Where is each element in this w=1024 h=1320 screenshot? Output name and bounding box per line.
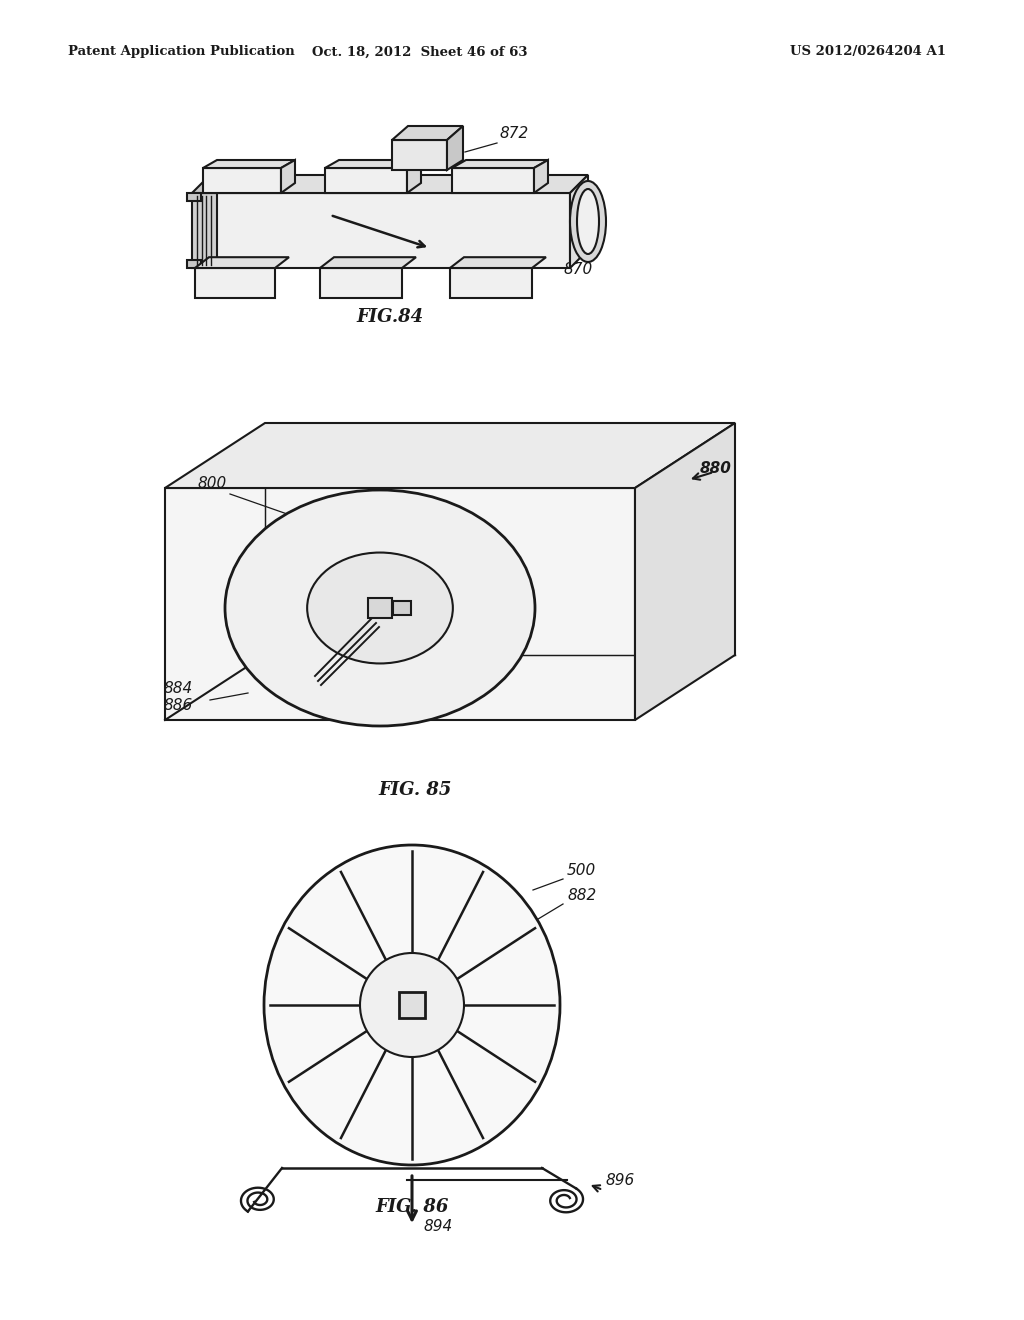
Text: 872: 872: [500, 125, 529, 141]
Polygon shape: [165, 488, 635, 719]
Polygon shape: [452, 168, 534, 193]
Polygon shape: [195, 257, 289, 268]
Polygon shape: [452, 160, 548, 168]
Polygon shape: [447, 125, 463, 170]
Bar: [393, 601, 411, 615]
Polygon shape: [534, 160, 548, 193]
Polygon shape: [193, 181, 229, 193]
Bar: [399, 993, 425, 1018]
Polygon shape: [195, 193, 570, 268]
Polygon shape: [165, 422, 735, 488]
Ellipse shape: [225, 490, 535, 726]
Polygon shape: [570, 176, 588, 268]
Text: 882: 882: [567, 888, 596, 903]
Circle shape: [360, 953, 464, 1057]
Polygon shape: [203, 160, 295, 168]
Polygon shape: [325, 168, 407, 193]
Polygon shape: [407, 160, 421, 193]
Text: Patent Application Publication: Patent Application Publication: [68, 45, 295, 58]
Text: 886: 886: [163, 698, 193, 713]
Bar: [368, 598, 392, 618]
Polygon shape: [319, 268, 402, 298]
Text: 800: 800: [198, 477, 227, 491]
Text: 894: 894: [424, 1218, 454, 1234]
Polygon shape: [319, 257, 416, 268]
Ellipse shape: [307, 553, 453, 664]
Polygon shape: [195, 268, 275, 298]
Text: FIG.84: FIG.84: [356, 308, 424, 326]
Polygon shape: [195, 176, 588, 193]
Ellipse shape: [570, 181, 606, 261]
Polygon shape: [193, 193, 217, 268]
Polygon shape: [392, 140, 447, 170]
Text: 884: 884: [163, 681, 193, 696]
Text: US 2012/0264204 A1: US 2012/0264204 A1: [790, 45, 946, 58]
Ellipse shape: [264, 845, 560, 1166]
Text: 500: 500: [567, 863, 596, 878]
Polygon shape: [203, 168, 281, 193]
Polygon shape: [635, 422, 735, 719]
Polygon shape: [450, 268, 532, 298]
Text: 896: 896: [605, 1173, 634, 1188]
Polygon shape: [187, 193, 201, 201]
Polygon shape: [392, 125, 463, 140]
Polygon shape: [281, 160, 295, 193]
Text: Oct. 18, 2012  Sheet 46 of 63: Oct. 18, 2012 Sheet 46 of 63: [312, 45, 527, 58]
Text: FIG. 85: FIG. 85: [378, 781, 452, 799]
Polygon shape: [187, 260, 201, 268]
Text: 870: 870: [564, 261, 593, 277]
Text: 864: 864: [204, 170, 233, 185]
Ellipse shape: [577, 189, 599, 253]
Text: 880: 880: [700, 461, 732, 477]
Text: FIG. 86: FIG. 86: [376, 1199, 449, 1216]
Polygon shape: [450, 257, 546, 268]
Polygon shape: [325, 160, 421, 168]
